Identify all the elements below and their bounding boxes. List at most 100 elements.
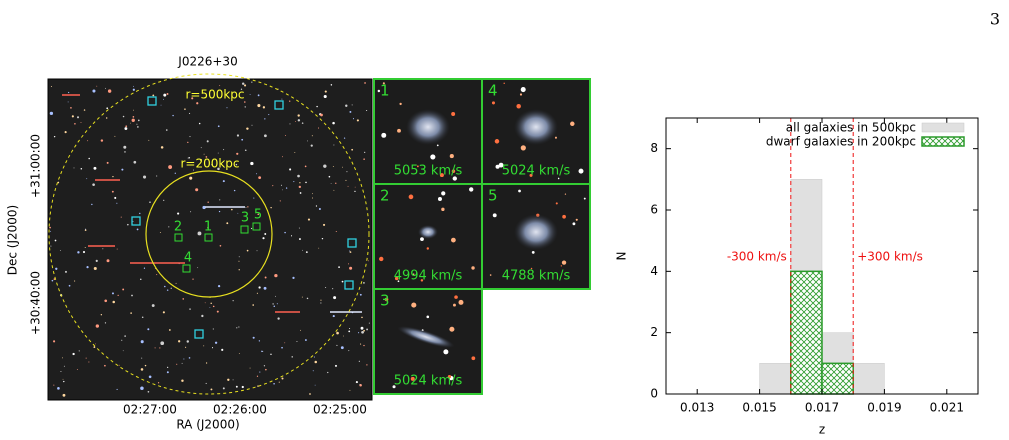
star [147,390,150,393]
star [192,169,194,171]
marker-label: 1 [204,220,212,235]
star [238,260,240,262]
star [104,364,106,367]
star [323,164,327,168]
star [72,352,75,356]
star [322,223,326,226]
star [205,156,208,158]
star [273,305,276,307]
star [264,118,266,120]
star [64,270,67,273]
star [261,350,263,353]
star [96,85,98,87]
histogram: -300 km/s +300 km/s 0.013 0.015 0.017 0.019 0.… [615,117,979,437]
map-title: J0226+30 [177,55,237,69]
star [217,167,220,171]
circle-label: r=200kpc [180,157,239,171]
star [77,251,80,254]
velocity: 4994 km/s [394,269,463,284]
star [198,122,201,125]
star [289,100,291,102]
ref-label: +300 km/s [857,250,923,264]
star [449,154,454,159]
star [270,206,272,209]
star [136,228,139,231]
star [106,161,109,164]
star [122,288,125,291]
star [454,295,458,299]
star [272,303,274,305]
star [132,116,135,118]
star [172,114,174,117]
star [555,202,558,205]
star [341,280,344,283]
x-axis-label: z [819,423,825,437]
star [332,121,335,125]
star [159,347,161,349]
star [57,181,60,184]
star [289,123,291,125]
star [346,171,348,173]
star [489,274,492,276]
star [133,85,134,87]
star [166,371,169,374]
star [451,237,456,243]
star [426,315,430,319]
star [157,382,160,384]
marker-label: 2 [174,220,182,235]
star [578,168,584,174]
star [289,168,292,171]
cutout-id: 1 [380,82,390,100]
star [349,250,351,252]
star [258,340,261,342]
star [411,302,417,308]
star [62,378,64,380]
star [183,358,185,360]
star [205,382,207,385]
star [469,187,474,192]
star [189,136,191,138]
star [321,237,324,240]
star [212,305,215,308]
star [325,287,327,289]
star [162,311,165,314]
star [223,149,225,151]
star [140,386,144,390]
star [132,220,134,222]
star [49,226,51,229]
star [147,328,150,331]
green-markers [174,222,261,273]
star [361,330,364,334]
star [302,249,304,251]
star [84,246,86,248]
star [68,284,71,287]
star [290,235,293,237]
star [95,324,100,328]
y-tick-label: 0 [650,387,658,401]
star [335,230,337,233]
star [441,191,446,196]
star [297,174,300,178]
star [359,293,362,296]
star [104,299,108,303]
star [91,203,93,206]
star [189,308,191,310]
galaxy [397,326,455,348]
star [216,310,219,313]
star [281,346,283,349]
star [282,156,284,158]
star [212,328,214,330]
legend-label: all galaxies in 500kpc [786,121,916,135]
velocity: 5053 km/s [394,164,463,179]
star [381,132,387,138]
star [205,362,208,364]
star [249,93,251,95]
star [358,360,360,362]
star [384,297,389,302]
star [87,140,89,142]
y-tick-label: 2 [650,325,658,339]
star [178,340,181,343]
star [379,256,384,262]
star [408,194,414,200]
star [140,340,144,344]
